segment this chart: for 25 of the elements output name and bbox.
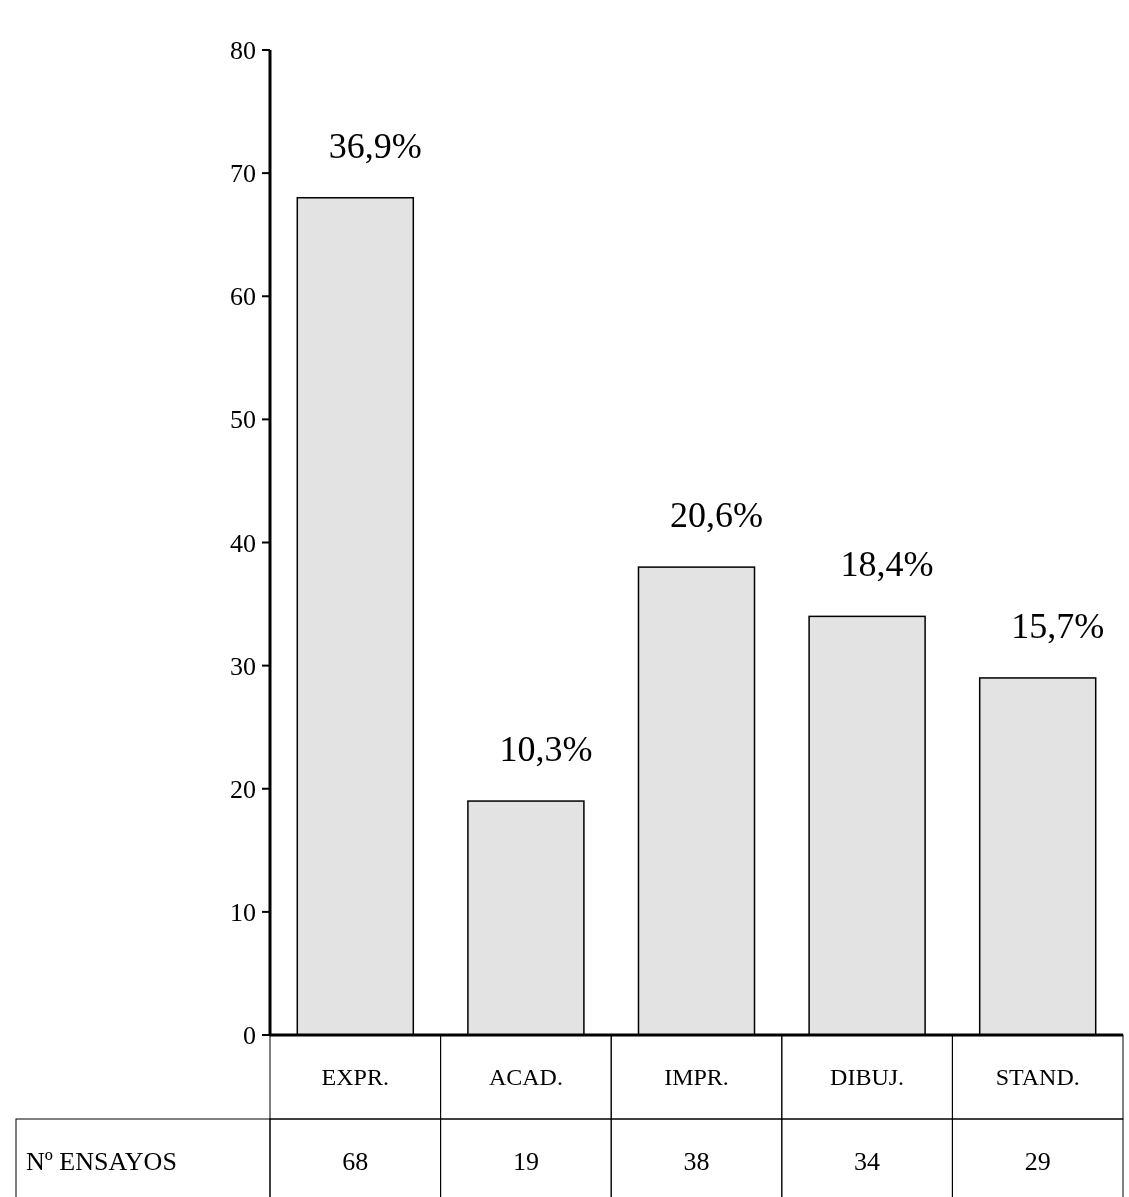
y-tick-label: 50	[230, 405, 256, 435]
data-label: 19	[512, 1147, 539, 1177]
annotation: 15,7%	[1011, 605, 1105, 646]
text: Nº ENSAYOS	[26, 1147, 177, 1177]
annotation: 20,6%	[670, 495, 763, 536]
data-label: 29	[1024, 1147, 1051, 1177]
y-tick-label: 60	[230, 282, 256, 312]
y-tick-label: 70	[230, 159, 256, 189]
data-label: 34	[854, 1147, 881, 1177]
y-tick-label: 30	[230, 651, 256, 681]
data-label: 38	[683, 1147, 710, 1177]
y-tick-label: 0	[243, 1021, 256, 1051]
x-tick-label: STAND.	[995, 1064, 1080, 1091]
x-tick-label: EXPR.	[321, 1064, 389, 1091]
x-tick-label: ACAD.	[488, 1064, 563, 1091]
annotation: 10,3%	[499, 729, 593, 770]
annotation: 18,4%	[840, 544, 934, 585]
y-tick-label: 80	[230, 36, 256, 66]
x-tick-label: IMPR.	[664, 1064, 729, 1091]
annotation: 36,9%	[328, 125, 422, 166]
y-tick-label: 40	[230, 528, 256, 558]
y-tick-label: 10	[230, 897, 256, 927]
x-tick-label: DIBUJ.	[830, 1064, 905, 1091]
y-tick-label: 20	[230, 774, 256, 804]
data-label: 68	[342, 1147, 369, 1177]
